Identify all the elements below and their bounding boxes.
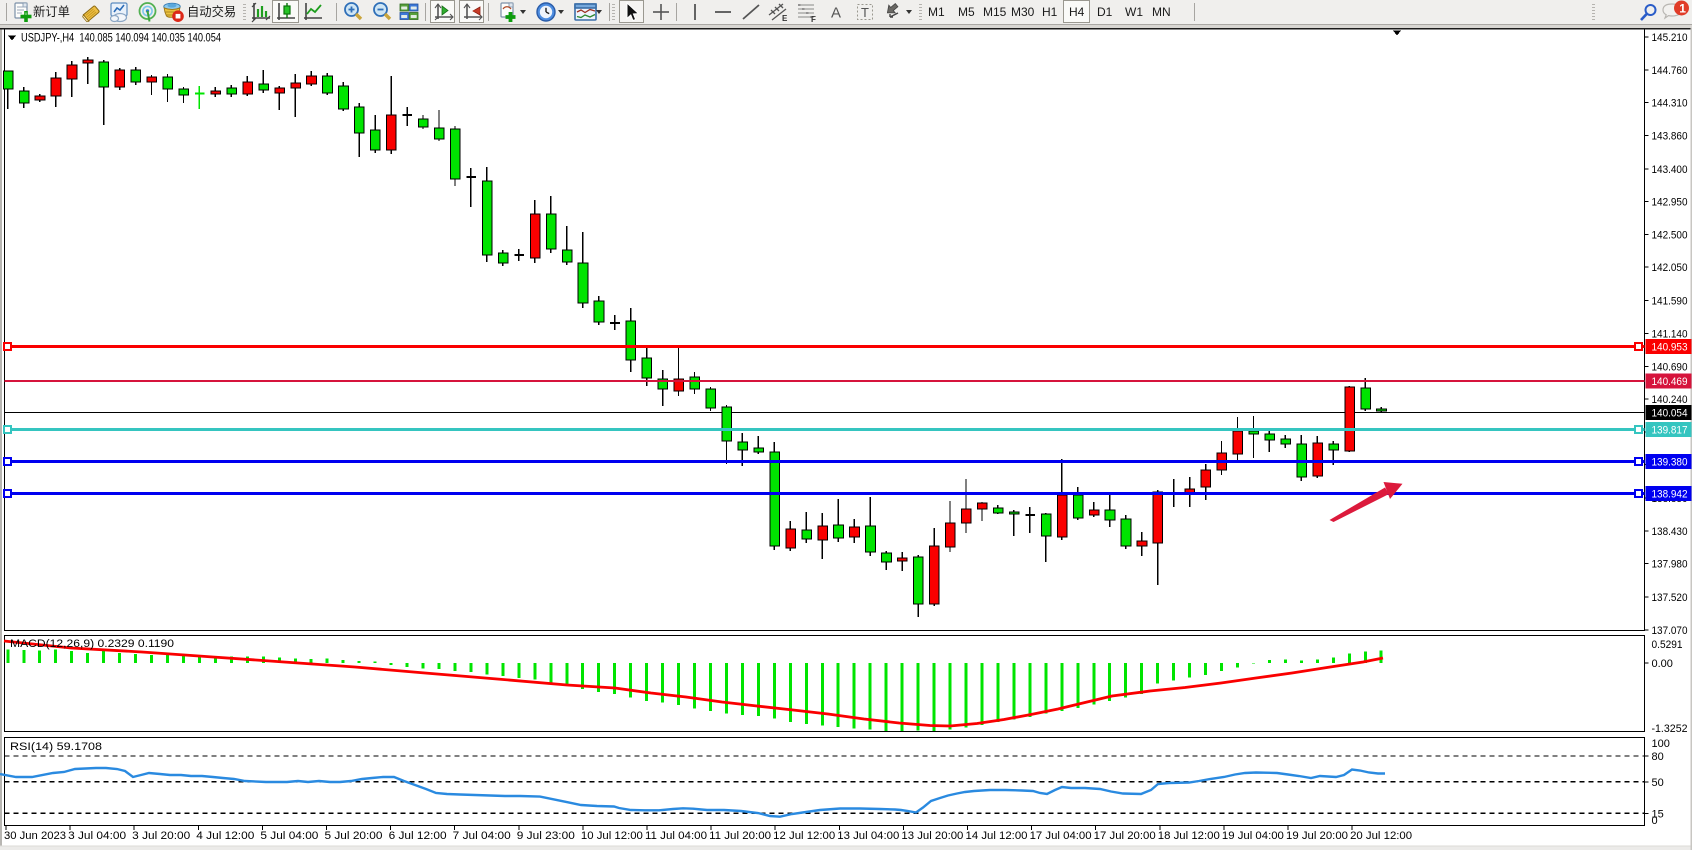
- svg-text:3 Jul 20:00: 3 Jul 20:00: [132, 830, 190, 842]
- svg-text:140.690: 140.690: [1652, 361, 1688, 373]
- svg-text:A: A: [831, 5, 841, 22]
- svg-text:19 Jul 20:00: 19 Jul 20:00: [1286, 830, 1348, 842]
- svg-text:20 Jul 12:00: 20 Jul 12:00: [1350, 830, 1412, 842]
- svg-text:143.860: 143.860: [1652, 130, 1688, 142]
- svg-text:17 Jul 20:00: 17 Jul 20:00: [1094, 830, 1156, 842]
- svg-text:11 Jul 20:00: 11 Jul 20:00: [709, 830, 771, 842]
- svg-text:19 Jul 04:00: 19 Jul 04:00: [1222, 830, 1284, 842]
- svg-text:140.469: 140.469: [1652, 376, 1688, 388]
- svg-text:11 Jul 04:00: 11 Jul 04:00: [645, 830, 707, 842]
- svg-text:137.980: 137.980: [1652, 559, 1688, 571]
- svg-text:6 Jul 12:00: 6 Jul 12:00: [389, 830, 447, 842]
- svg-text:18 Jul 12:00: 18 Jul 12:00: [1158, 830, 1220, 842]
- svg-text:140.953: 140.953: [1652, 342, 1688, 354]
- svg-text:141.140: 141.140: [1652, 328, 1688, 340]
- svg-text:7 Jul 04:00: 7 Jul 04:00: [453, 830, 511, 842]
- svg-text:142.050: 142.050: [1652, 262, 1688, 274]
- svg-text:-1.3252: -1.3252: [1652, 723, 1688, 735]
- svg-text:140.240: 140.240: [1652, 394, 1688, 406]
- svg-text:1: 1: [1679, 1, 1686, 15]
- svg-text:3 Jul 04:00: 3 Jul 04:00: [68, 830, 126, 842]
- svg-text:T: T: [861, 5, 869, 20]
- svg-text:4 Jul 12:00: 4 Jul 12:00: [196, 830, 254, 842]
- svg-text:139.380: 139.380: [1652, 457, 1688, 469]
- svg-text:140.054: 140.054: [1652, 408, 1688, 420]
- svg-text:5 Jul 20:00: 5 Jul 20:00: [325, 830, 383, 842]
- svg-text:USDJPY-,H4 140.085 140.094 14: USDJPY-,H4 140.085 140.094 140.035 140.0…: [21, 31, 221, 45]
- svg-text:100: 100: [1652, 738, 1670, 750]
- svg-text:15: 15: [1652, 808, 1664, 820]
- svg-text:10 Jul 12:00: 10 Jul 12:00: [581, 830, 643, 842]
- svg-text:137.520: 137.520: [1652, 592, 1688, 604]
- svg-text:141.590: 141.590: [1652, 296, 1688, 308]
- svg-text:30 Jun 2023: 30 Jun 2023: [4, 830, 66, 842]
- svg-text:80: 80: [1652, 751, 1664, 763]
- svg-text:13 Jul 04:00: 13 Jul 04:00: [837, 830, 899, 842]
- svg-text:144.760: 144.760: [1652, 65, 1688, 77]
- svg-text:144.310: 144.310: [1652, 98, 1688, 110]
- svg-text:14 Jul 12:00: 14 Jul 12:00: [966, 830, 1028, 842]
- svg-text:145.210: 145.210: [1652, 32, 1688, 44]
- svg-text:137.070: 137.070: [1652, 625, 1688, 637]
- svg-text:50: 50: [1652, 777, 1664, 789]
- svg-text:142.500: 142.500: [1652, 229, 1688, 241]
- svg-text:12 Jul 12:00: 12 Jul 12:00: [773, 830, 835, 842]
- svg-text:E: E: [782, 14, 788, 23]
- svg-text:138.942: 138.942: [1652, 489, 1688, 501]
- svg-text:143.400: 143.400: [1652, 164, 1688, 176]
- svg-text:F: F: [811, 15, 816, 23]
- svg-text:RSI(14) 59.1708: RSI(14) 59.1708: [10, 741, 102, 753]
- svg-text:13 Jul 20:00: 13 Jul 20:00: [901, 830, 963, 842]
- svg-text:0: 0: [1652, 815, 1658, 827]
- svg-text:0.5291: 0.5291: [1652, 639, 1683, 651]
- svg-text:5 Jul 04:00: 5 Jul 04:00: [260, 830, 318, 842]
- svg-text:MACD(12,26,9) 0.2329 0.1190: MACD(12,26,9) 0.2329 0.1190: [10, 638, 174, 650]
- svg-text:138.430: 138.430: [1652, 526, 1688, 538]
- svg-text:17 Jul 04:00: 17 Jul 04:00: [1030, 830, 1092, 842]
- svg-text:142.950: 142.950: [1652, 197, 1688, 209]
- svg-text:9 Jul 23:00: 9 Jul 23:00: [517, 830, 575, 842]
- svg-text:0.00: 0.00: [1652, 658, 1673, 670]
- svg-text:139.817: 139.817: [1652, 425, 1688, 437]
